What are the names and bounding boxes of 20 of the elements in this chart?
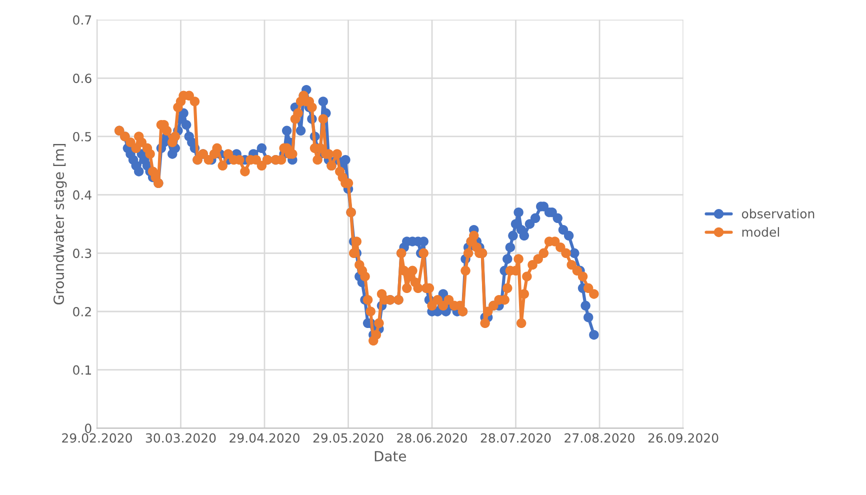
y-axis-title: Groundwater stage [m] — [53, 144, 67, 304]
y-tick-label: 0.2 — [73, 306, 91, 316]
x-tick-label: 29.02.2020 — [62, 433, 132, 443]
y-tick-label: 0.6 — [73, 74, 92, 84]
x-tick-label: 29.04.2020 — [230, 433, 300, 443]
x-tick-label: 26.09.2020 — [648, 433, 718, 443]
y-tick-label: 0.4 — [73, 190, 92, 200]
legend-label: observation — [742, 208, 814, 218]
y-tick-label: 0.5 — [73, 132, 92, 142]
x-tick-label: 29.05.2020 — [313, 433, 384, 443]
y-tick-label: 0 — [85, 424, 92, 434]
x-tick-label: 28.06.2020 — [397, 433, 467, 443]
x-tick-label: 28.07.2020 — [480, 433, 551, 443]
y-tick-label: 0.3 — [73, 248, 92, 258]
y-tick-label: 0.1 — [73, 365, 91, 375]
y-tick-label: 0.7 — [73, 15, 92, 25]
x-axis-title: Date — [374, 451, 406, 462]
x-tick-label: 27.08.2020 — [564, 433, 634, 443]
legend-label: model — [742, 227, 779, 237]
x-tick-label: 30.03.2020 — [146, 433, 216, 443]
